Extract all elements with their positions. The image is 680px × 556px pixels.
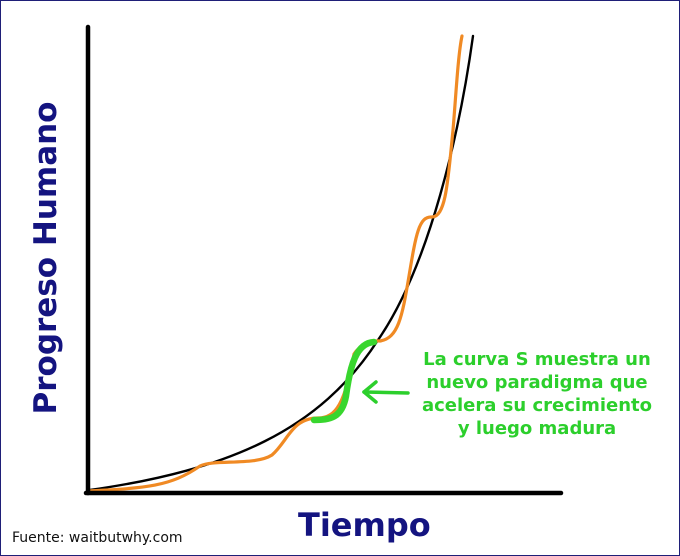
annotation-line: La curva S muestra un	[423, 349, 651, 370]
annotation-line: acelera su crecimiento	[421, 395, 652, 416]
annotation-arrow-shaft	[362, 390, 410, 395]
highlighted-s-curve-line	[310, 338, 378, 424]
s-curve-annotation: La curva S muestra un nuevo paradigma qu…	[402, 348, 672, 440]
annotation-line: nuevo paradigma que	[426, 372, 648, 393]
source-credit: Fuente: waitbutwhy.com	[12, 530, 183, 546]
annotation-line: y luego madura	[457, 418, 617, 439]
x-axis-label: Tiempo	[298, 506, 431, 544]
y-axis-label: Progreso Humano	[28, 101, 64, 415]
annotation-arrow-head	[362, 380, 378, 404]
